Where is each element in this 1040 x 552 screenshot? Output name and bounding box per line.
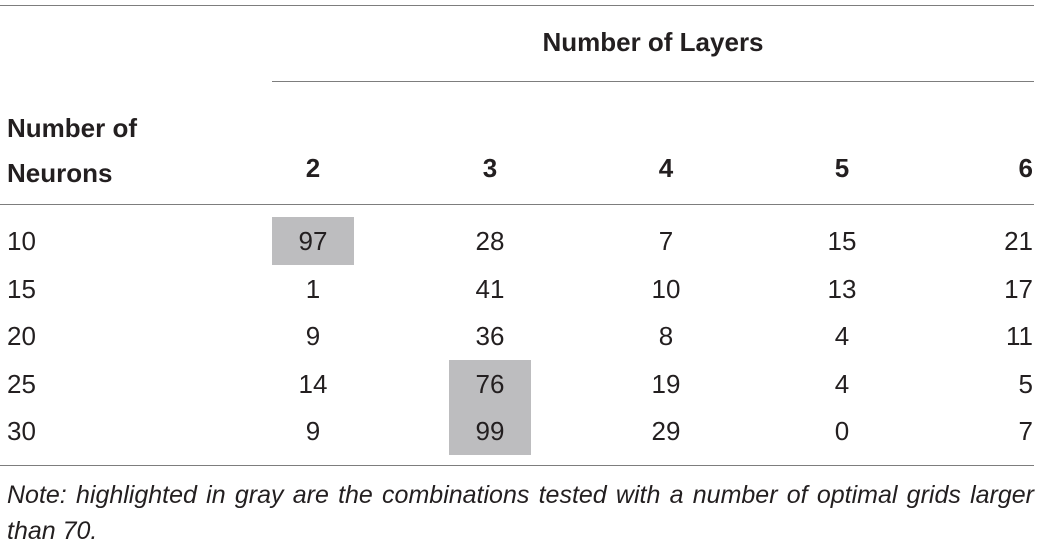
highlighted-cell: 76 (449, 360, 531, 408)
table-cell: 11 (1006, 321, 1033, 351)
table-cell: 7 (1018, 416, 1033, 446)
table-cell: 1 (305, 274, 321, 304)
span-header-rule (272, 81, 1034, 82)
table-cell: 21 (1004, 226, 1033, 256)
highlighted-cell: 99 (449, 407, 531, 455)
table-cell: 13 (827, 274, 857, 304)
column-header: 3 (482, 153, 498, 183)
table-cell: 29 (651, 416, 681, 446)
table-cell: 9 (305, 416, 321, 446)
table-note: Note: highlighted in gray are the combin… (7, 481, 1034, 545)
table-cell: 14 (298, 369, 328, 399)
table-cell: 19 (651, 369, 681, 399)
table-cell: 9 (305, 321, 321, 351)
table-cell: 4 (834, 321, 850, 351)
table-cell: 0 (834, 416, 850, 446)
layers-span-header: Number of Layers (542, 27, 764, 57)
bottom-rule (0, 465, 1034, 466)
table-cell: 8 (658, 321, 674, 351)
row-label: 20 (7, 321, 36, 351)
table-cell: 5 (1018, 369, 1033, 399)
table-cell: 36 (475, 321, 505, 351)
column-header: 2 (305, 153, 321, 183)
table-cell: 7 (658, 226, 674, 256)
table-cell: 41 (475, 274, 505, 304)
top-rule (0, 5, 1034, 6)
row-label: 15 (7, 274, 36, 304)
column-header: 5 (834, 153, 850, 183)
header-rule (0, 204, 1034, 205)
table-cell: 10 (651, 274, 681, 304)
column-header: 6 (1018, 153, 1033, 183)
column-header: 4 (658, 153, 674, 183)
table-cell: 17 (1004, 274, 1033, 304)
highlighted-cell: 97 (272, 217, 354, 265)
row-label: 10 (7, 226, 36, 256)
row-label: 30 (7, 416, 36, 446)
table-cell: 4 (834, 369, 850, 399)
table-cell: 15 (827, 226, 857, 256)
table-cell: 28 (475, 226, 505, 256)
row-label: 25 (7, 369, 36, 399)
neurons-row-header: Number of Neurons (7, 113, 137, 188)
